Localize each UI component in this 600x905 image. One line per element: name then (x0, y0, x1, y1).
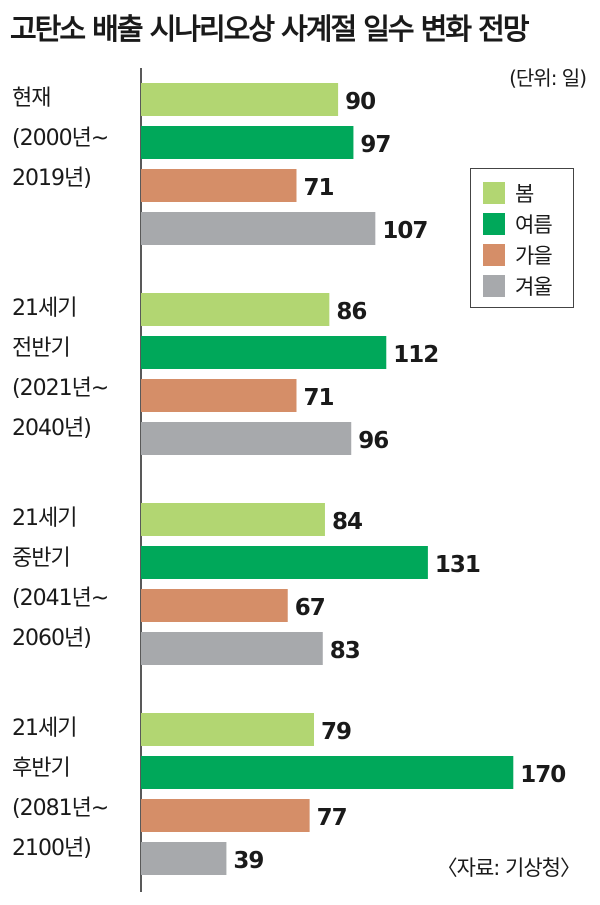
bar-spring-2 (141, 503, 325, 536)
bar-summer-0 (141, 126, 354, 159)
value-label-autumn-1: 71 (303, 385, 333, 411)
bar-autumn-2 (141, 589, 288, 622)
value-label-spring-0: 90 (345, 89, 375, 115)
value-label-autumn-3: 77 (317, 805, 347, 831)
category-label-3-line-2: (2081년~ (12, 796, 108, 821)
legend-label-winter: 겨울 (515, 274, 553, 299)
category-label-2-line-0: 21세기 (12, 506, 76, 531)
legend-swatch-summer (483, 212, 505, 235)
value-label-autumn-2: 67 (295, 595, 325, 621)
category-label-1-line-0: 21세기 (12, 296, 76, 321)
legend-swatch-winter (483, 274, 505, 297)
bar-winter-0 (141, 212, 376, 245)
value-label-winter-1: 96 (358, 428, 388, 454)
value-label-summer-2: 131 (435, 552, 480, 578)
legend-swatch-autumn (483, 243, 505, 266)
category-label-1-line-2: (2021년~ (12, 376, 108, 401)
value-label-summer-0: 97 (360, 132, 390, 158)
category-labels: 현재(2000년~2019년)21세기전반기(2021년~2040년)21세기중… (12, 86, 109, 861)
category-label-2-line-1: 중반기 (12, 546, 70, 571)
legend-item-winter: 겨울 (483, 270, 573, 301)
bar-autumn-3 (141, 799, 310, 832)
bar-summer-3 (141, 756, 514, 789)
legend-item-autumn: 가을 (483, 239, 573, 270)
value-label-spring-2: 84 (332, 509, 362, 535)
value-label-autumn-0: 71 (303, 175, 333, 201)
value-label-winter-0: 107 (382, 218, 427, 244)
category-label-1-line-3: 2040년) (12, 416, 91, 441)
legend-label-spring: 봄 (515, 181, 534, 206)
legend-label-autumn: 가을 (515, 243, 553, 268)
category-label-0-line-1: (2000년~ (12, 126, 108, 151)
legend-swatch-spring (483, 181, 505, 204)
source-note: 〈자료: 기상청〉 (436, 856, 581, 880)
legend-item-spring: 봄 (483, 177, 573, 208)
bar-summer-1 (141, 336, 387, 369)
value-label-summer-1: 112 (393, 342, 438, 368)
category-label-3-line-0: 21세기 (12, 716, 76, 741)
bar-winter-1 (141, 422, 352, 455)
bar-spring-1 (141, 293, 330, 326)
bars (141, 83, 514, 875)
legend: 봄 여름 가을 겨울 (470, 168, 574, 308)
category-label-2-line-3: 2060년) (12, 626, 91, 651)
bar-spring-3 (141, 713, 315, 746)
value-label-winter-2: 83 (330, 638, 360, 664)
category-label-1-line-1: 전반기 (12, 336, 70, 361)
category-label-0-line-0: 현재 (12, 86, 50, 111)
value-label-spring-3: 79 (321, 719, 351, 745)
category-label-3-line-1: 후반기 (12, 756, 70, 781)
value-label-summer-3: 170 (520, 762, 565, 788)
category-label-3-line-3: 2100년) (12, 836, 91, 861)
category-label-2-line-2: (2041년~ (12, 586, 108, 611)
legend-item-summer: 여름 (483, 208, 573, 239)
chart-title: 고탄소 배출 시나리오상 사계절 일수 변화 전망 (10, 12, 530, 46)
value-label-spring-1: 86 (336, 299, 366, 325)
value-label-winter-3: 39 (233, 848, 263, 874)
bar-autumn-0 (141, 169, 297, 202)
legend-label-summer: 여름 (515, 212, 553, 237)
bar-summer-2 (141, 546, 428, 579)
bar-winter-2 (141, 632, 323, 665)
bar-winter-3 (141, 842, 227, 875)
bar-autumn-1 (141, 379, 297, 412)
bar-spring-0 (141, 83, 339, 116)
unit-label: (단위: 일) (509, 66, 587, 90)
category-label-0-line-2: 2019년) (12, 166, 91, 191)
